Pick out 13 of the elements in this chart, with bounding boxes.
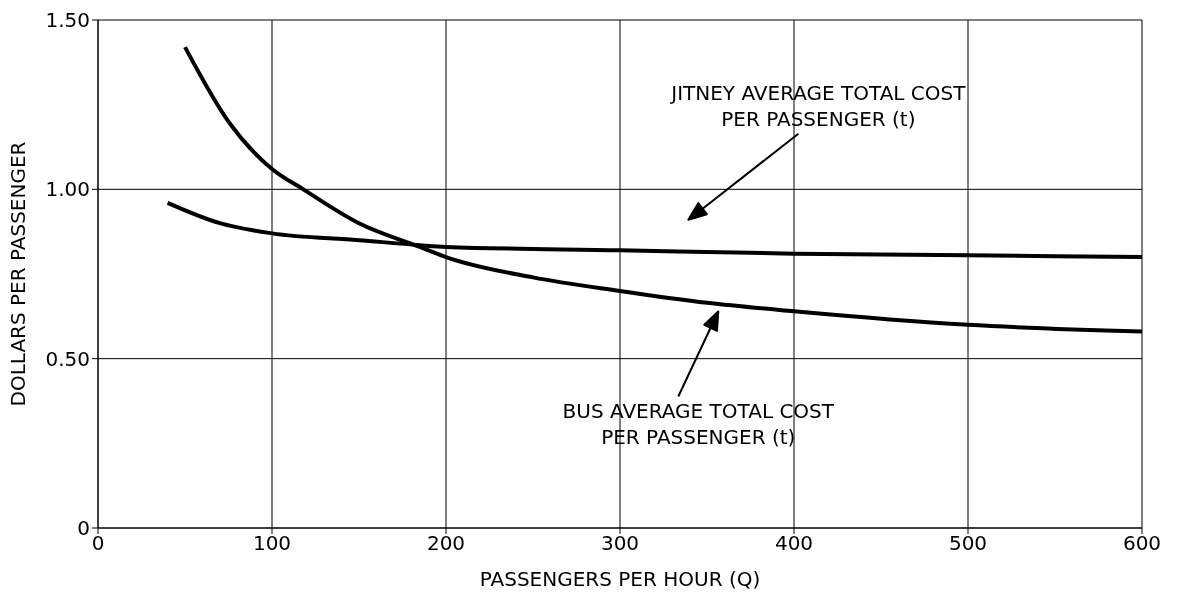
y-tick-label: 1.00	[45, 177, 90, 202]
y-tick-label: 1.50	[45, 8, 90, 33]
x-tick-label: 500	[948, 531, 988, 556]
x-tick-label: 400	[774, 531, 814, 556]
annotation: JITNEY AVERAGE TOTAL COST PER PASSENGER (t)	[669, 80, 967, 131]
annotation: BUS AVERAGE TOTAL COST PER PASSENGER (t)	[562, 399, 835, 450]
x-tick-label: 100	[252, 531, 292, 556]
x-tick-label: 600	[1122, 531, 1162, 556]
y-axis-title: DOLLARS PER PASSENGER	[6, 141, 31, 407]
x-tick-label: 300	[600, 531, 640, 556]
x-axis-title: PASSENGERS PER HOUR (Q)	[479, 567, 761, 591]
x-tick-label: 200	[426, 531, 466, 556]
y-tick-label: 0.50	[45, 346, 90, 371]
